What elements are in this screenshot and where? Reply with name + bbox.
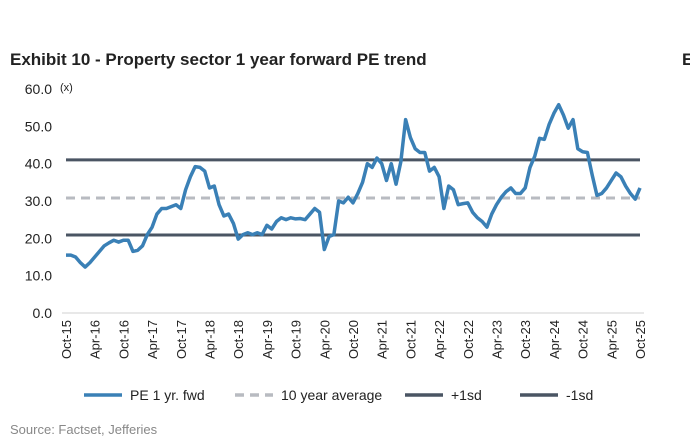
legend-label: +1sd bbox=[451, 387, 482, 403]
legend-label: 10 year average bbox=[281, 387, 382, 403]
legend-label: -1sd bbox=[566, 387, 593, 403]
chart-title: Exhibit 10 - Property sector 1 year forw… bbox=[10, 50, 427, 69]
x-tick-label: Oct-15 bbox=[59, 320, 74, 359]
y-tick-label: 50.0 bbox=[25, 118, 52, 134]
y-tick-label: 60.0 bbox=[25, 81, 52, 97]
x-tick-label: Oct-21 bbox=[403, 320, 418, 359]
x-tick-label: Apr-16 bbox=[88, 320, 103, 359]
x-tick-label: Oct-19 bbox=[289, 320, 304, 359]
y-tick-label: 30.0 bbox=[25, 193, 52, 209]
legend-label: PE 1 yr. fwd bbox=[130, 387, 205, 403]
x-tick-label: Apr-25 bbox=[604, 320, 619, 359]
source: Source: Factset, Jefferies bbox=[10, 422, 158, 437]
y-tick-label: 10.0 bbox=[25, 268, 52, 284]
x-tick-label: Apr-23 bbox=[490, 320, 505, 359]
x-tick-label: Apr-20 bbox=[317, 320, 332, 359]
x-tick-label: Oct-16 bbox=[116, 320, 131, 359]
x-tick-label: Oct-18 bbox=[231, 320, 246, 359]
x-tick-label: Apr-24 bbox=[547, 320, 562, 359]
y-tick-label: 0.0 bbox=[33, 305, 53, 321]
y-unit: (x) bbox=[60, 82, 73, 94]
x-tick-label: Apr-19 bbox=[260, 320, 275, 359]
y-tick-label: 20.0 bbox=[25, 230, 52, 246]
adjacent-title: E bbox=[682, 50, 690, 69]
x-tick-label: Apr-21 bbox=[375, 320, 390, 359]
x-tick-label: Oct-24 bbox=[576, 320, 591, 359]
x-tick-label: Oct-25 bbox=[633, 320, 648, 359]
y-tick-label: 40.0 bbox=[25, 156, 52, 172]
x-tick-label: Apr-22 bbox=[432, 320, 447, 359]
x-tick-label: Apr-17 bbox=[145, 320, 160, 359]
x-tick-label: Oct-17 bbox=[174, 320, 189, 359]
x-tick-label: Oct-23 bbox=[518, 320, 533, 359]
x-tick-label: Oct-20 bbox=[346, 320, 361, 359]
x-tick-label: Apr-18 bbox=[203, 320, 218, 359]
x-tick-label: Oct-22 bbox=[461, 320, 476, 359]
data-line bbox=[66, 102, 642, 269]
